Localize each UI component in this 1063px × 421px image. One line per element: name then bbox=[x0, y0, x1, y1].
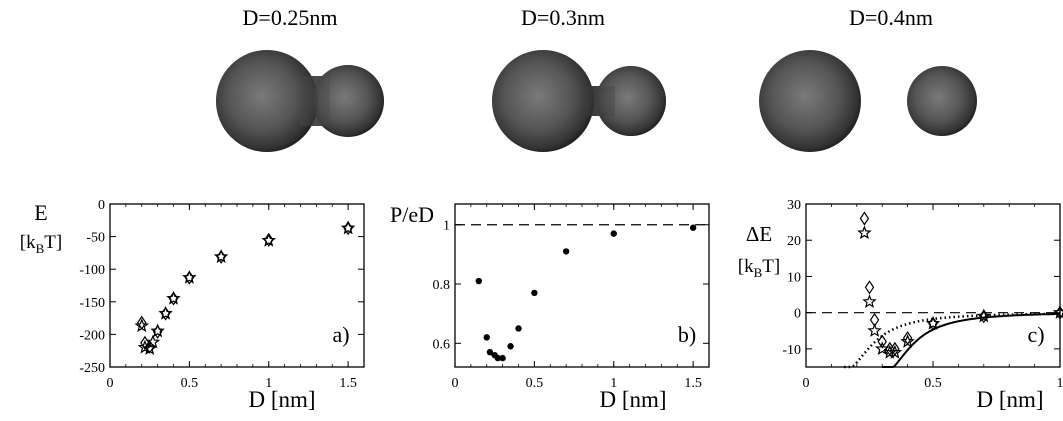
panel-b-xtick-label-2: 1 bbox=[610, 376, 617, 391]
panel-a-ytick-label-3: -150 bbox=[79, 296, 105, 311]
panel-c-letter: c) bbox=[1027, 322, 1044, 347]
panel-a-point-star-8 bbox=[213, 249, 229, 264]
panel-b-xtick-label-3: 1.5 bbox=[684, 376, 702, 391]
panel-a-point-star-5 bbox=[158, 305, 173, 320]
panel-c-point-star-6 bbox=[900, 333, 915, 348]
panel-b-ylabel: P/eD bbox=[390, 202, 434, 227]
panel-c-point-star-0 bbox=[857, 225, 872, 240]
panel-a-ylabel-line2: [kBT] bbox=[20, 232, 62, 256]
panel-c-ytick-label-1: 20 bbox=[787, 234, 801, 249]
panel-a-ytick-label-0: 0 bbox=[98, 198, 105, 213]
panel-c-point-star-8 bbox=[976, 308, 992, 323]
panel-c-ytick-label-4: -10 bbox=[782, 343, 801, 358]
blob-necked bbox=[492, 50, 666, 152]
panel-b-point-dot-9 bbox=[562, 248, 570, 255]
panel-b-xtick-label-0: 0 bbox=[452, 376, 459, 391]
panel-b-point-dot-7 bbox=[515, 325, 522, 332]
panel-c-point-star-2 bbox=[867, 323, 882, 337]
panel-b-xtick-label-1: 0.5 bbox=[526, 376, 544, 391]
panel-a-point-star-10 bbox=[340, 220, 356, 235]
blob-title-2: D=0.3nm bbox=[521, 5, 605, 30]
panel-a: 0 0.5 1 1.5 0 -50 -100 -150 -200 -250 bbox=[79, 198, 365, 391]
panel-b-point-dot-0 bbox=[475, 277, 483, 285]
blob-title-3: D=0.4nm bbox=[849, 5, 933, 30]
panel-a-point-diamond-3 bbox=[152, 324, 163, 339]
panel-b-point-dot-1 bbox=[483, 334, 490, 341]
panel-a-point-star-7 bbox=[182, 270, 197, 284]
panel-c-xtick-label-1: 0.5 bbox=[924, 376, 942, 391]
panel-c-point-star-7 bbox=[925, 315, 941, 330]
panel-c-point-star-9 bbox=[1052, 305, 1063, 319]
panel-c-point-star-1 bbox=[862, 294, 877, 309]
panel-a-xtick-label-1: 0.5 bbox=[181, 376, 199, 391]
blob-separated bbox=[759, 50, 977, 152]
panel-a-ytick-label-4: -200 bbox=[79, 328, 105, 343]
panel-a-letter: a) bbox=[332, 322, 349, 347]
panel-a-point-star-4 bbox=[150, 323, 165, 338]
panel-b-ytick-label-1: 0.8 bbox=[433, 278, 451, 293]
panel-c-point-star-5 bbox=[887, 344, 903, 359]
panel-a-ytick-label-1: -50 bbox=[86, 231, 105, 246]
panel-c-point-diamond-0 bbox=[859, 211, 870, 226]
panel-a-ytick-label-5: -250 bbox=[79, 361, 105, 376]
panel-b-point-dot-10 bbox=[610, 230, 617, 237]
panel-a-xtick-label-2: 1 bbox=[265, 376, 272, 391]
panel-b-ytick-label-2: 1 bbox=[443, 219, 450, 234]
panel-a-ylabel-line1: E bbox=[34, 200, 47, 225]
panel-b-point-dot-5 bbox=[499, 354, 506, 362]
panel-a-xlabel: D [nm] bbox=[248, 387, 315, 412]
panel-b-letter: b) bbox=[678, 322, 696, 347]
panel-c-ytick-label-3: 0 bbox=[794, 307, 801, 322]
panel-a-xtick-label-0: 0 bbox=[107, 376, 114, 391]
panel-a-point-star-6 bbox=[166, 290, 181, 305]
panel-c-ytick-label-2: 10 bbox=[787, 270, 801, 285]
panel-c-ylabel-line1: ΔE bbox=[746, 222, 772, 246]
panel-c-ylabel-line2: [kBT] bbox=[738, 256, 780, 280]
panel-b-xlabel: D [nm] bbox=[599, 387, 666, 412]
panel-c-frame bbox=[805, 203, 1061, 368]
panel-c-xlabel: D [nm] bbox=[976, 387, 1043, 412]
panel-b-point-dot-6 bbox=[507, 343, 514, 350]
panel-b-point-dot-4 bbox=[494, 354, 502, 362]
panel-c-point-diamond-1 bbox=[864, 280, 875, 295]
panel-b-point-dot-8 bbox=[531, 289, 538, 297]
panel-c-ytick-label-0: 30 bbox=[787, 198, 801, 213]
panel-b-point-dot-2 bbox=[486, 348, 494, 356]
panel-b: 0 0.5 1 1.5 0.6 0.8 1 bbox=[433, 203, 710, 391]
panel-b-frame bbox=[454, 203, 710, 368]
blob-title-1: D=0.25nm bbox=[243, 5, 338, 30]
panel-a-ylabel: E [kBT] bbox=[20, 200, 62, 256]
panel-c-point-diamond-3 bbox=[877, 334, 887, 349]
panel-c-point-star-4 bbox=[882, 344, 898, 359]
panel-a-ytick-label-2: -100 bbox=[79, 263, 105, 278]
panel-a-point-star-2 bbox=[142, 341, 157, 355]
panel-b-point-dot-11 bbox=[689, 224, 697, 231]
panel-a-point-diamond-8 bbox=[264, 232, 274, 247]
panel-a-point-star-9 bbox=[261, 232, 277, 247]
panel-a-point-star-3 bbox=[145, 334, 161, 349]
panel-c-xtick-label-0: 0 bbox=[803, 376, 810, 391]
panel-a-point-star-0 bbox=[134, 318, 150, 333]
panel-c: 0 0.5 1 30 20 10 0 -10 bbox=[782, 198, 1063, 391]
panel-c-xtick-label-2: 1 bbox=[1057, 376, 1063, 391]
panel-a-xtick-label-3: 1.5 bbox=[339, 376, 357, 391]
panel-c-point-star-3 bbox=[874, 341, 890, 356]
panel-b-ytick-label-0: 0.6 bbox=[433, 337, 451, 352]
panel-c-ylabel: ΔE [kBT] bbox=[738, 222, 780, 280]
blob-merged bbox=[216, 50, 384, 152]
